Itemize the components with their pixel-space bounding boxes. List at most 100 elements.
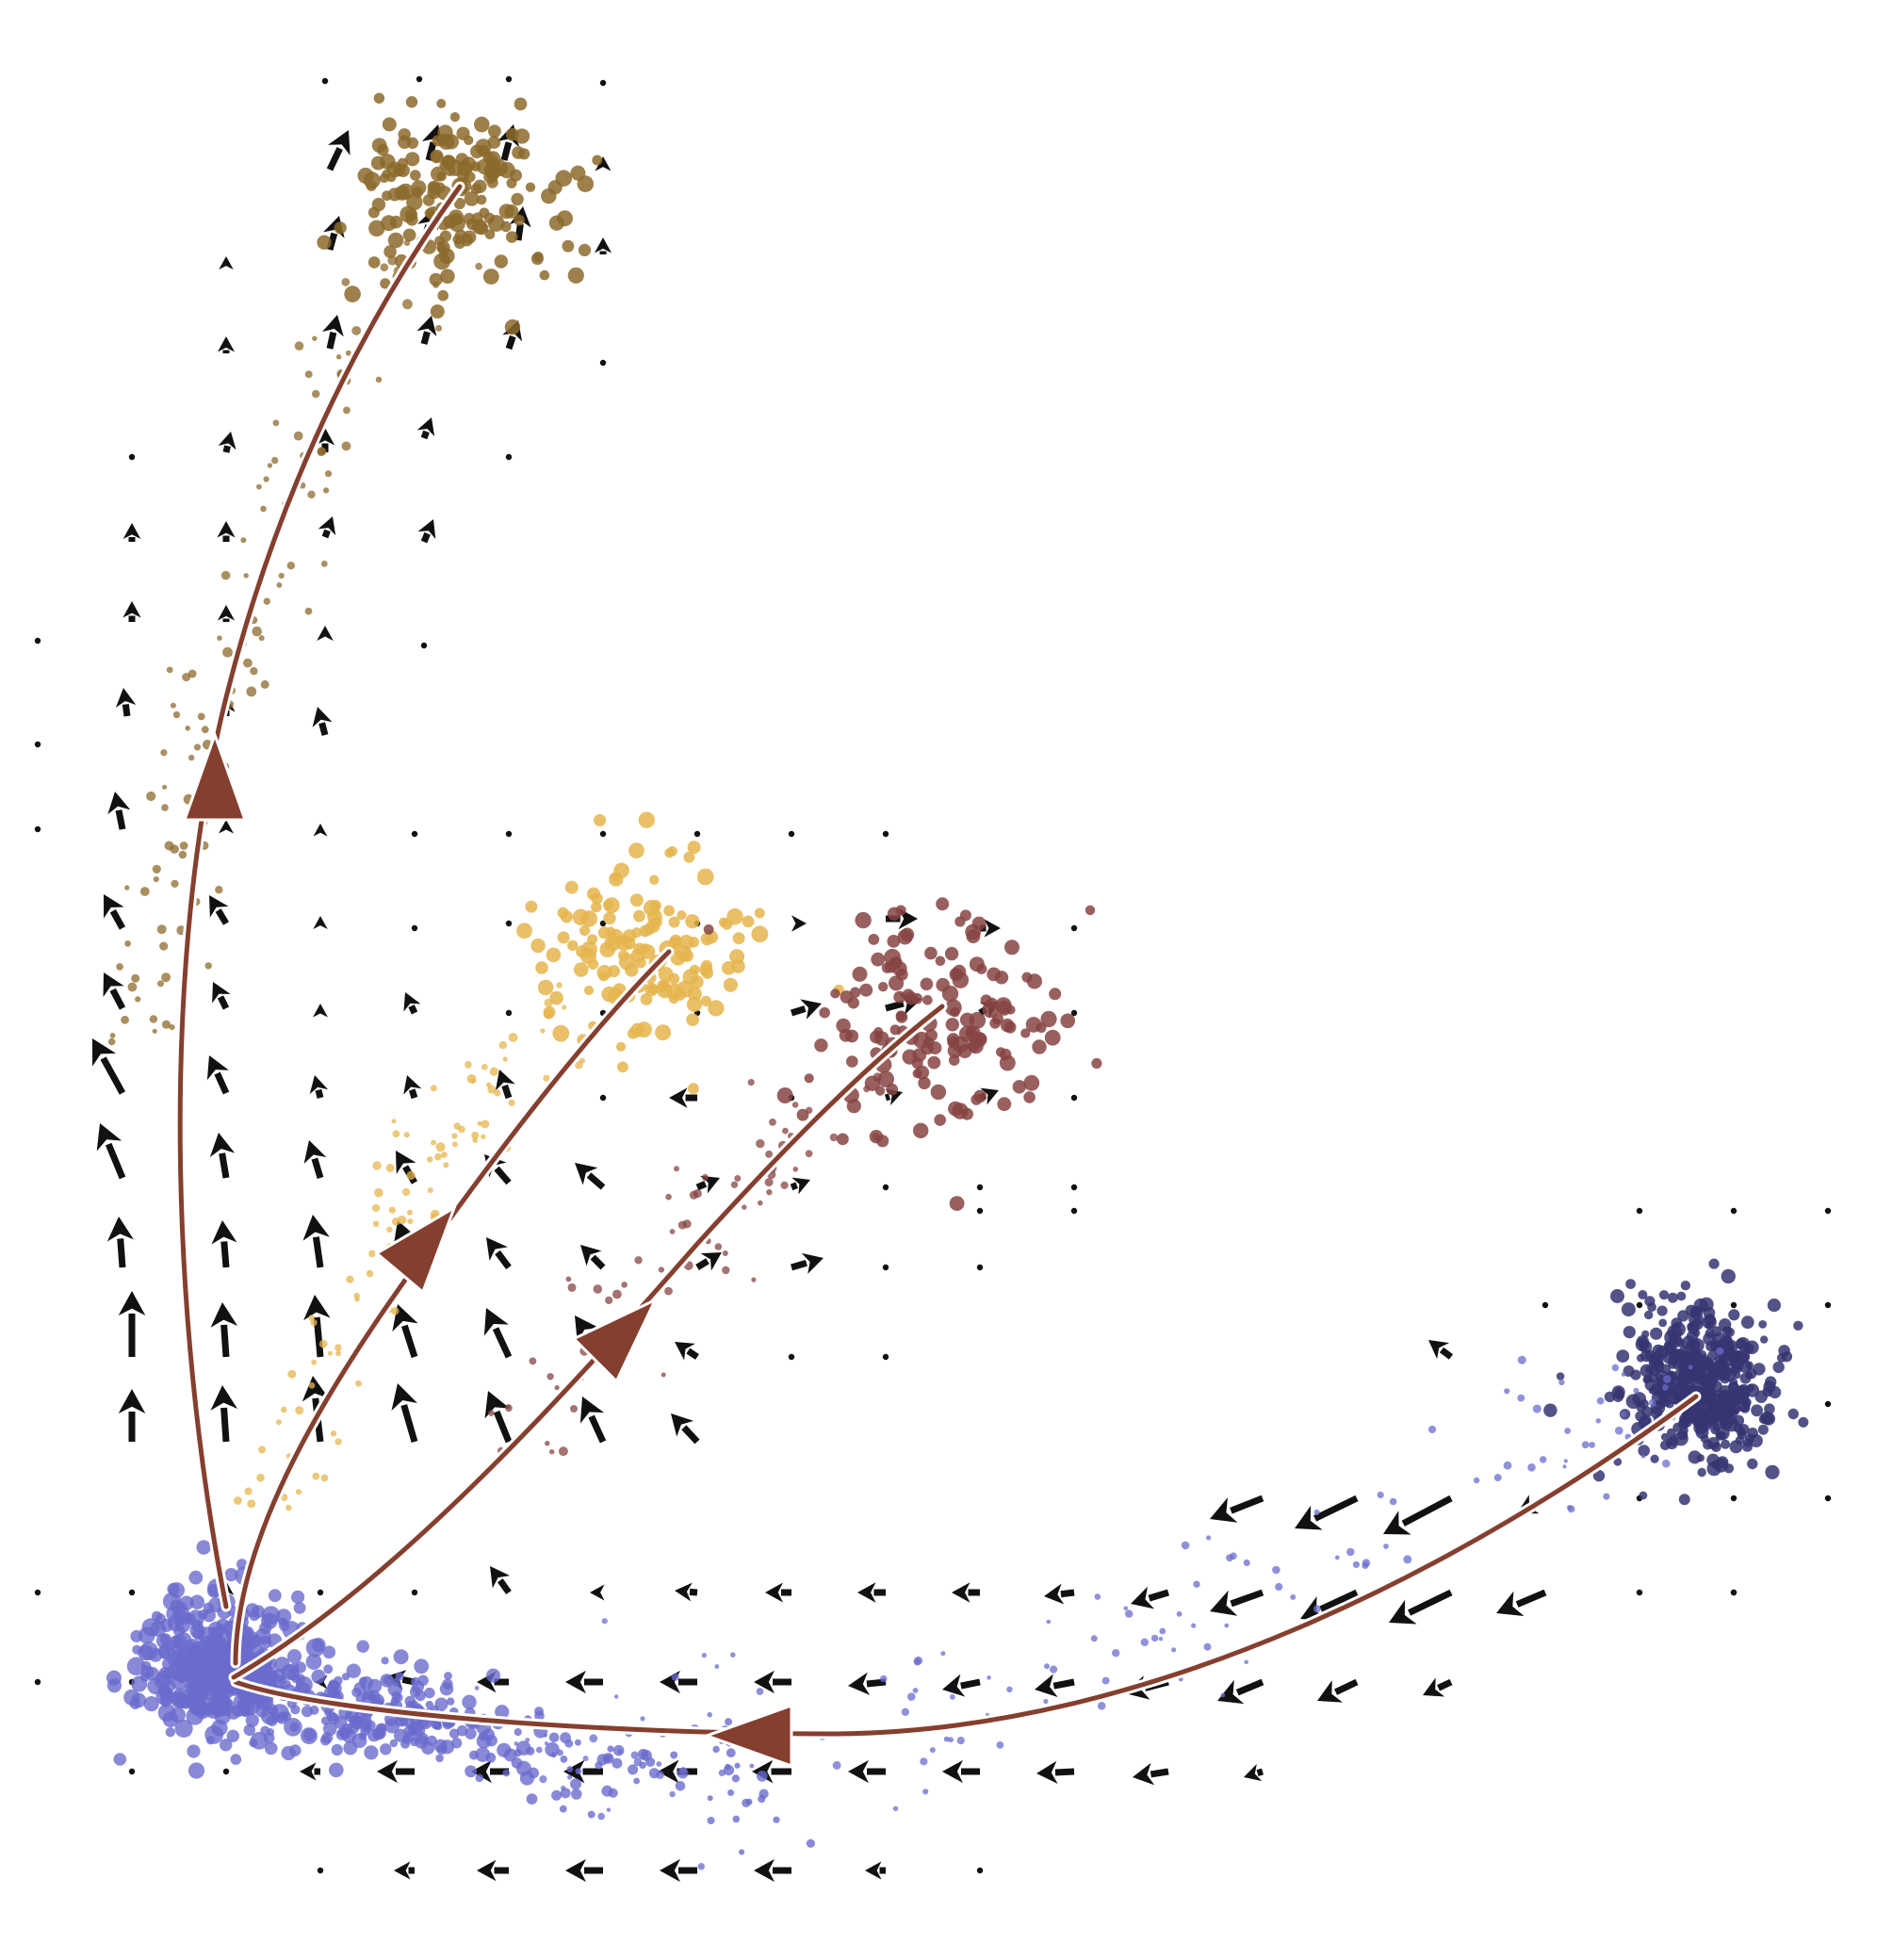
velocity-arrow-icon [1824,1301,1832,1309]
velocity-arrow-icon [1383,1494,1453,1535]
velocity-arrow-icon [1070,1009,1078,1017]
velocity-arrow-icon [1824,1400,1832,1408]
velocity-arrow-icon [394,1861,415,1880]
velocity-arrow-icon [599,79,607,87]
trajectory-root-to-right [228,1001,948,1683]
velocity-arrow-icon [317,1867,324,1874]
velocity-arrow-icon [417,519,436,544]
velocity-arrow-icon [486,1237,512,1270]
velocity-arrow-icon [1070,1094,1078,1102]
trajectory-arrowhead-icon [571,1297,659,1384]
velocity-arrow-icon [322,315,344,350]
cluster-top-transition [107,239,482,1046]
velocity-arrow-icon [563,1759,603,1784]
velocity-arrow-icon [882,1353,889,1361]
velocity-arrow-icon [411,1589,418,1596]
velocity-arrow-icon [695,1252,722,1271]
velocity-arrow-icon [128,453,136,461]
velocity-arrow-icon [302,1215,330,1268]
velocity-arrow-icon [318,516,336,539]
velocity-arrow-icon [599,830,607,838]
velocity-arrow-icon [505,453,513,461]
trajectories [174,181,1702,1769]
velocity-arrow-icon [483,1308,513,1359]
velocity-arrow-icon [1730,1207,1737,1215]
velocity-arrow-icon [1035,1674,1075,1698]
velocity-arrow-icon [420,642,428,649]
velocity-arrow-icon [1044,1583,1075,1605]
velocity-arrow-icon [34,741,41,748]
velocity-arrow-icon [1244,1763,1264,1782]
velocity-arrow-icon [34,1589,41,1596]
velocity-arrow-icon [217,605,236,622]
velocity-arrow-icon [309,1075,329,1099]
velocity-arrow-icon [326,130,351,172]
velocity-arrow-icon [1636,1207,1643,1215]
velocity-arrow-icon [300,1762,320,1781]
velocity-arrow-icon [658,1759,697,1784]
velocity-arrow-icon [976,1207,984,1215]
velocity-arrow-icon [790,1177,810,1195]
velocity-arrow-icon [219,256,234,270]
velocity-arrow-icon [693,830,701,838]
velocity-arrow-icon [1036,1760,1075,1784]
velocity-arrow-icon [660,1858,697,1883]
velocity-arrow-icon [209,1133,236,1179]
velocity-arrow-icon [34,825,41,833]
velocity-arrow-icon [317,626,334,641]
velocity-arrow-icon [118,1291,146,1357]
velocity-arrow-icon [848,1759,886,1784]
cluster-right [703,897,1102,1211]
velocity-arrow-icon [411,830,418,838]
velocity-arrow-icon [106,1217,134,1268]
velocity-arrow-icon [118,1389,146,1442]
velocity-arrow-icon [1730,1589,1737,1596]
velocity-arrow-icon [1824,1494,1832,1502]
velocity-arrow-icon [303,1295,331,1358]
cluster-top [317,92,603,335]
velocity-arrow-icon [206,1055,230,1095]
velocity-arrow-icon [1730,1301,1737,1309]
velocity-arrow-icon [122,601,141,622]
velocity-arrow-icon [416,316,437,345]
velocity-arrow-icon [599,359,607,367]
velocity-arrow-icon [317,1589,324,1596]
velocity-arrow-icon [219,820,234,834]
velocity-arrow-icon [34,1678,41,1686]
velocity-arrow-icon [976,1184,984,1191]
velocity-arrow-icon [490,1566,512,1595]
velocity-arrow-icon [788,830,795,838]
velocity-arrow-icon [104,894,126,930]
velocity-arrow-icon [976,1867,984,1874]
velocity-arrow-icon [1496,1589,1547,1617]
velocity-arrow-icon [128,1768,136,1775]
velocity-arrow-icon [565,1858,603,1883]
velocity-arrow-icon [391,1383,418,1443]
velocity-arrow-icon [1210,1494,1264,1523]
velocity-arrow-icon [695,1175,720,1194]
velocity-arrow-icon [754,1670,791,1694]
trajectory-arrowhead-icon [374,1204,458,1295]
velocity-arrow-icon [115,688,137,717]
velocity-arrow-icon [403,1075,422,1100]
velocity-arrow-icon [505,830,513,838]
velocity-arrow-icon [590,1584,605,1601]
velocity-arrow-icon [1428,1340,1454,1360]
velocity-arrow-icon [669,1087,697,1108]
velocity-arrow-icon [210,1385,237,1443]
velocity-arrow-icon [1423,1677,1453,1697]
trajectory-arrowhead-icon [702,1703,793,1769]
velocity-arrow-icon [312,707,333,736]
trajectory-arrowhead-icon [182,730,248,822]
velocity-arrow-icon [882,1184,889,1191]
velocity-arrow-icon [765,1582,791,1603]
velocity-arrow-icon [942,1674,981,1697]
velocity-arrow-icon [848,1672,887,1695]
velocity-arrow-icon [416,75,423,83]
velocity-arrow-icon [217,336,236,353]
velocity-arrow-icon [477,1859,509,1882]
velocity-arrow-icon [128,1589,136,1596]
velocity-arrow-icon [1730,1494,1737,1502]
velocity-arrow-icon [96,1123,126,1180]
